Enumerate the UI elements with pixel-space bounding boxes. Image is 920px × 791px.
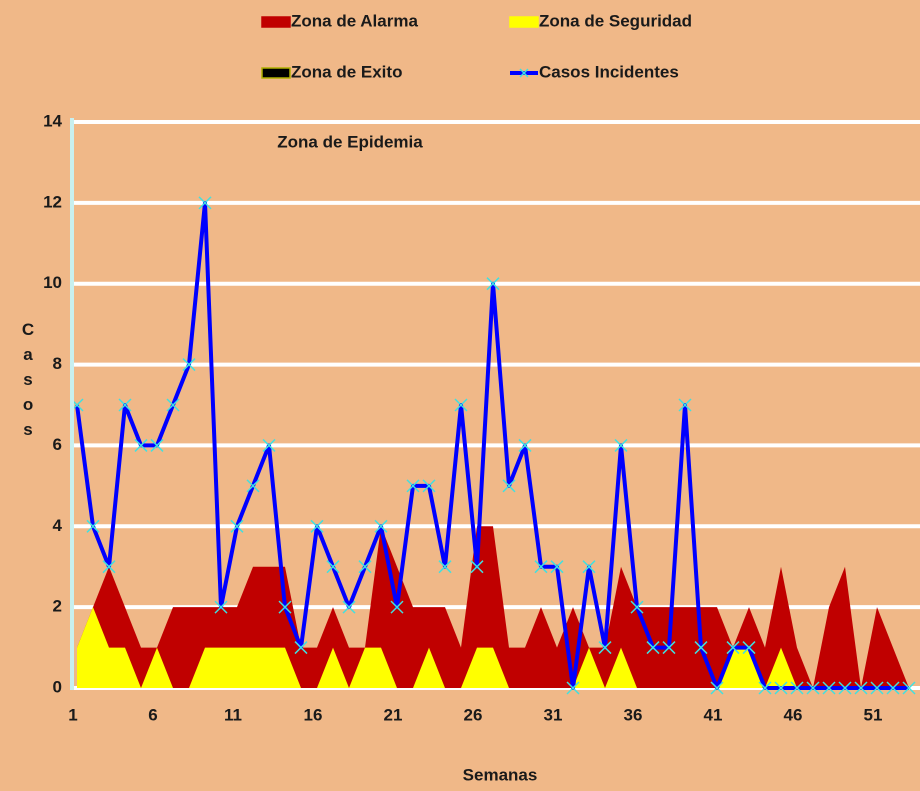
- marker: [662, 641, 676, 655]
- marker: [534, 560, 548, 574]
- marker: [902, 681, 916, 695]
- legend-label: Zona de Seguridad: [539, 11, 692, 30]
- marker: [294, 641, 308, 655]
- x-tick-label: 51: [864, 705, 883, 724]
- marker: [678, 398, 692, 412]
- marker: [246, 479, 260, 493]
- marker: [726, 641, 740, 655]
- x-axis-label: Semanas: [463, 765, 538, 784]
- legend-swatch: [519, 68, 529, 78]
- marker: [198, 196, 212, 210]
- marker: [758, 681, 772, 695]
- marker: [326, 560, 340, 574]
- marker: [454, 398, 468, 412]
- x-tick-label: 16: [304, 705, 323, 724]
- marker: [262, 438, 276, 452]
- marker: [310, 519, 324, 533]
- x-tick-label: 46: [784, 705, 803, 724]
- x-tick-label: 1: [68, 705, 77, 724]
- marker: [550, 560, 564, 574]
- y-tick-label: 14: [43, 111, 62, 130]
- legend-label: Casos Incidentes: [539, 62, 679, 81]
- marker: [694, 641, 708, 655]
- x-tick-label: 26: [464, 705, 483, 724]
- marker: [598, 641, 612, 655]
- marker: [486, 277, 500, 291]
- marker: [790, 681, 804, 695]
- marker: [102, 560, 116, 574]
- marker: [710, 681, 724, 695]
- marker: [134, 438, 148, 452]
- marker: [118, 398, 132, 412]
- y-tick-label: 12: [43, 192, 62, 211]
- marker: [630, 600, 644, 614]
- marker: [214, 600, 228, 614]
- marker: [406, 479, 420, 493]
- marker: [502, 479, 516, 493]
- y-tick-label: 2: [53, 597, 62, 616]
- marker: [854, 681, 868, 695]
- area: [77, 607, 909, 688]
- x-tick-label: 31: [544, 705, 563, 724]
- y-tick-label: 10: [43, 273, 62, 292]
- marker: [278, 600, 292, 614]
- legend-swatch: [509, 16, 539, 28]
- marker: [470, 560, 484, 574]
- x-tick-label: 11: [224, 705, 242, 724]
- legend-swatch: [261, 67, 291, 79]
- marker: [886, 681, 900, 695]
- marker: [870, 681, 884, 695]
- marker: [374, 519, 388, 533]
- y-tick-label: 8: [53, 354, 62, 373]
- legend-label: Zona de Alarma: [291, 11, 418, 30]
- marker: [342, 600, 356, 614]
- marker: [822, 681, 836, 695]
- marker: [150, 438, 164, 452]
- marker: [518, 438, 532, 452]
- marker: [86, 519, 100, 533]
- y-axis-label: Casos: [19, 320, 38, 445]
- marker: [838, 681, 852, 695]
- marker: [742, 641, 756, 655]
- marker: [422, 479, 436, 493]
- marker: [438, 560, 452, 574]
- legend-label: Zona de Exito: [291, 62, 402, 81]
- annotation: Zona de Epidemia: [277, 132, 423, 151]
- marker: [230, 519, 244, 533]
- x-tick-label: 41: [704, 705, 723, 724]
- marker: [182, 358, 196, 372]
- marker: [390, 600, 404, 614]
- marker: [774, 681, 788, 695]
- x-tick-label: 36: [624, 705, 643, 724]
- marker: [806, 681, 820, 695]
- y-tick-label: 0: [53, 677, 62, 696]
- marker: [566, 681, 580, 695]
- x-tick-label: 21: [384, 705, 403, 724]
- marker: [582, 560, 596, 574]
- marker: [166, 398, 180, 412]
- marker: [646, 641, 660, 655]
- legend-swatch: [261, 16, 291, 28]
- marker: [614, 438, 628, 452]
- y-tick-label: 4: [53, 516, 63, 535]
- marker: [358, 560, 372, 574]
- y-tick-label: 6: [53, 435, 62, 454]
- x-tick-label: 6: [148, 705, 157, 724]
